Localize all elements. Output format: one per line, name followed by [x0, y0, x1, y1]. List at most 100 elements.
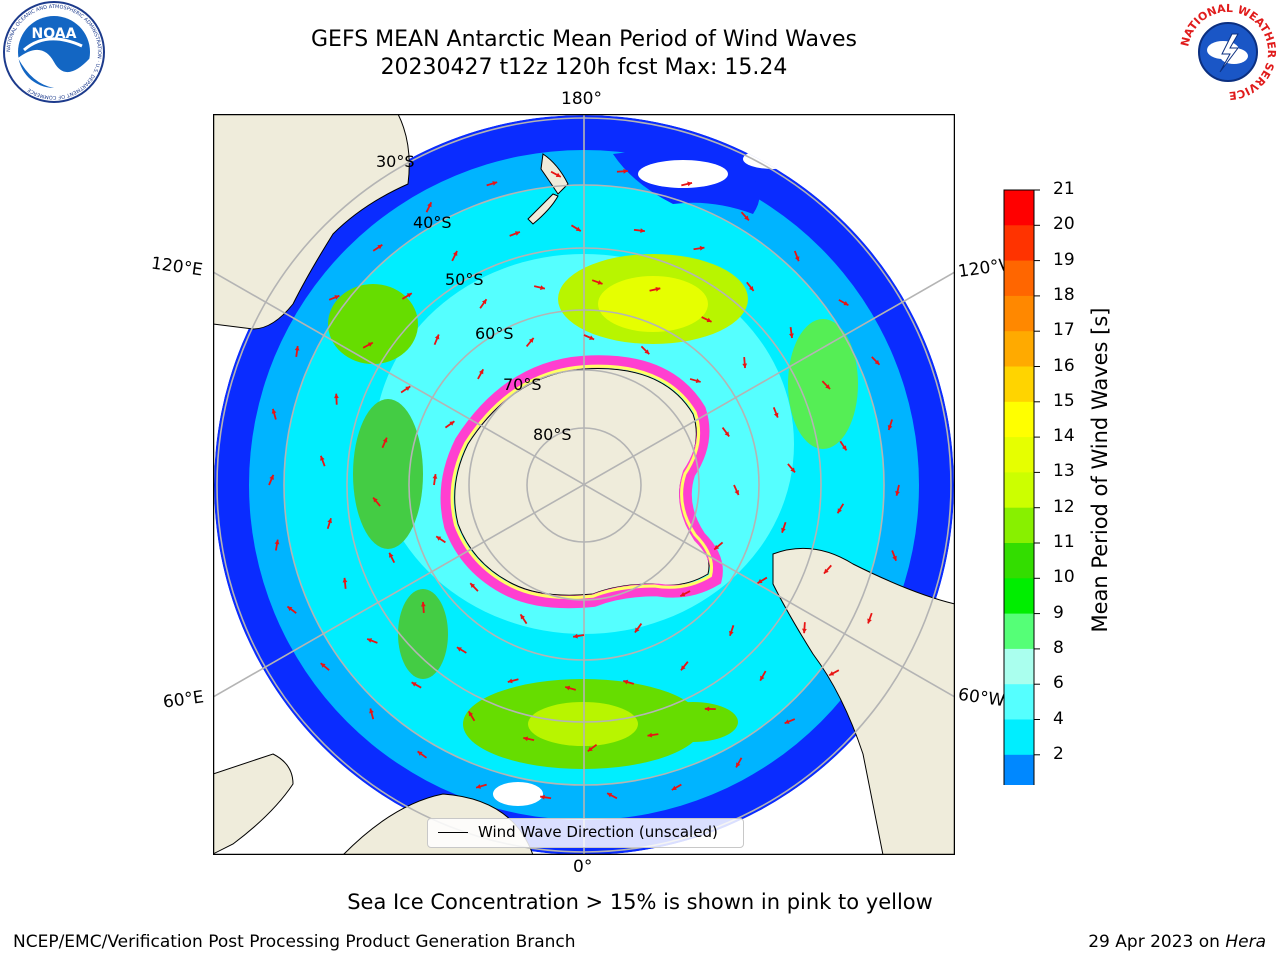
- wave-direction-arrowhead: [411, 682, 417, 687]
- colorbar-tick-label: 21: [1053, 179, 1075, 199]
- wave-direction-arrowhead: [367, 342, 373, 347]
- footer-date-text: 29 Apr 2023 on: [1088, 932, 1226, 952]
- wind-wave-arrows: [268, 168, 900, 800]
- colorbar-segment: [1004, 648, 1034, 685]
- wave-direction-arrowhead: [274, 539, 280, 545]
- colorbar-segment: [1004, 190, 1034, 226]
- colorbar-tick-label: 20: [1053, 214, 1075, 235]
- wave-direction-arrowhead: [565, 685, 571, 691]
- wave-direction-arrowhead: [528, 337, 534, 343]
- wave-direction-arrowhead: [729, 630, 734, 636]
- footer-credit: NCEP/EMC/Verification Post Processing Pr…: [13, 932, 576, 952]
- wave-direction-arrowhead: [724, 431, 730, 437]
- wave-direction-arrowhead: [680, 591, 686, 597]
- antarctica-land: [454, 368, 710, 596]
- colorbar-segment: [1004, 260, 1034, 297]
- colorbar-tick-label: 9: [1053, 602, 1064, 623]
- wave-region-indian-east: [353, 399, 423, 549]
- colorbar-segment: [1004, 507, 1034, 544]
- wave-direction-arrowhead: [320, 455, 325, 461]
- wave-direction-arrowhead: [757, 578, 763, 584]
- colorbar-tick-label: 17: [1053, 320, 1075, 341]
- wave-direction-arrowhead: [573, 633, 578, 639]
- wave-direction-arrowhead: [842, 445, 847, 451]
- wave-region-southeast-pacific: [788, 319, 858, 449]
- wave-direction-arrowhead: [736, 762, 741, 768]
- map-panel: [213, 114, 955, 855]
- colorbar-canvas: [1003, 189, 1040, 820]
- wave-direction-arrowhead: [760, 675, 765, 681]
- wave-direction-arrowhead: [680, 665, 686, 671]
- wave-direction-arrowhead: [334, 295, 340, 300]
- noaa-logo: NOAA NATIONAL OCEANIC AND ATMOSPHERIC AD…: [2, 0, 106, 104]
- colorbar-segment: [1004, 366, 1034, 403]
- wave-direction-arrowhead: [514, 231, 520, 236]
- wave-direction-arrowhead: [468, 711, 474, 717]
- lon-label-120e: 120°E: [149, 253, 204, 281]
- wave-direction-arrowhead: [269, 474, 274, 480]
- colorbar-segment: [1004, 295, 1034, 332]
- wave-direction-arrowhead: [382, 437, 388, 443]
- wave-direction-arrowhead: [389, 552, 394, 558]
- wave-direction-arrowhead: [405, 386, 411, 391]
- new-zealand-land: [527, 153, 569, 225]
- colorbar-segment: [1004, 331, 1034, 367]
- wave-direction-arrowhead: [452, 251, 458, 257]
- wave-direction-arrowhead: [436, 536, 442, 541]
- wave-direction-arrowhead: [587, 746, 593, 752]
- wave-direction-arrowhead: [406, 293, 412, 298]
- legend-line-swatch: [438, 832, 468, 833]
- noaa-logo-text: NOAA: [32, 26, 77, 42]
- map-title: GEFS MEAN Antarctic Mean Period of Wind …: [311, 27, 857, 52]
- footer-host: Hera: [1225, 932, 1266, 952]
- wave-peak-region-atlantic: [528, 702, 638, 746]
- wave-direction-arrowhead: [773, 412, 779, 418]
- wave-direction-arrowhead: [367, 638, 373, 643]
- colorbar-segment: [1004, 684, 1034, 720]
- colorbar-segment: [1004, 613, 1034, 650]
- wave-region-tasman: [328, 284, 418, 364]
- lat-label-40s: 40°S: [413, 213, 452, 232]
- land-masses: [213, 114, 955, 855]
- madagascar-land: [213, 753, 294, 855]
- colorbar-segment: [1004, 472, 1034, 509]
- map-canvas: [213, 114, 955, 855]
- wave-direction-arrowhead: [327, 518, 332, 524]
- colorbar-tick-label: 12: [1053, 496, 1075, 517]
- wave-direction-arrowhead: [714, 544, 720, 550]
- wave-direction-arrowhead: [671, 785, 677, 791]
- nws-logo: NATIONAL WEATHER SERVICE: [1176, 0, 1280, 104]
- wave-direction-arrowhead: [589, 335, 595, 340]
- wave-direction-arrowhead: [432, 474, 438, 479]
- lat-label-30s: 30°S: [376, 152, 415, 171]
- wave-direction-arrowhead: [540, 285, 545, 290]
- lon-label-180: 180°: [561, 89, 602, 109]
- legend-label: Wind Wave Direction (unscaled): [478, 823, 718, 841]
- colorbar-tick-label: 11: [1053, 532, 1075, 552]
- lon-label-60w: 60°W: [956, 684, 1007, 712]
- wave-direction-arrowhead: [417, 751, 423, 756]
- wave-direction-arrowhead: [470, 583, 476, 589]
- wave-direction-arrowhead: [802, 628, 807, 634]
- wave-direction-arrowhead: [749, 286, 754, 291]
- colorbar-segment: [1004, 578, 1034, 615]
- no-data-patch-1: [638, 160, 728, 188]
- wave-direction-arrowhead: [294, 345, 300, 351]
- wave-direction-arrowhead: [687, 181, 693, 187]
- wave-direction-arrowhead: [655, 286, 661, 292]
- lon-label-60e: 60°E: [161, 687, 206, 713]
- colorbar-tick-label: 14: [1053, 426, 1075, 447]
- meridian-60e-120w: [213, 271, 955, 698]
- wave-direction-arrowhead: [479, 369, 484, 375]
- wave-direction-arrowhead: [634, 627, 640, 633]
- lat-label-70s: 70°S: [503, 375, 542, 394]
- footer-date: 29 Apr 2023 on Hera: [1088, 932, 1266, 952]
- colorbar-tick-label: 18: [1053, 284, 1075, 305]
- wave-direction-arrowhead: [647, 732, 653, 738]
- wave-direction-arrowhead: [781, 527, 786, 533]
- wave-direction-arrowhead: [623, 168, 628, 174]
- lat-label-50s: 50°S: [445, 270, 484, 289]
- colorbar: [1000, 185, 1080, 820]
- sea-ice-margin: [440, 355, 723, 609]
- wave-direction-arrowhead: [867, 618, 872, 624]
